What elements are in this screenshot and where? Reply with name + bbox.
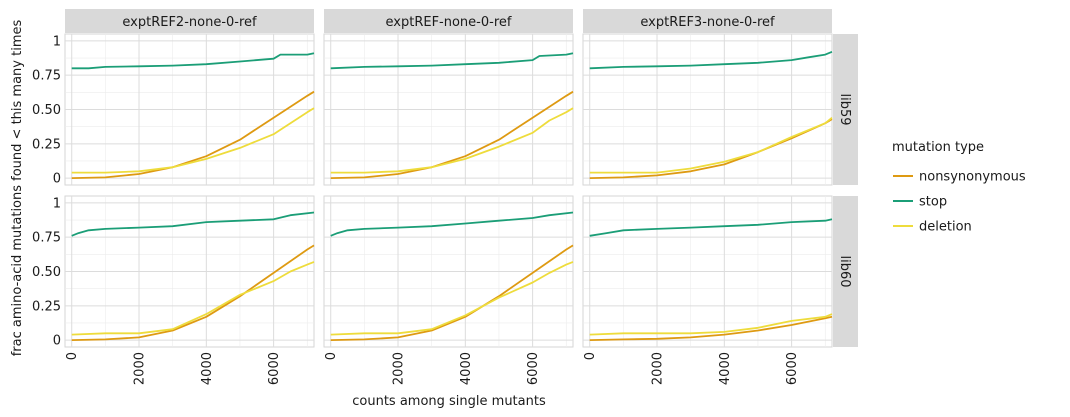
column-strip	[324, 9, 573, 33]
y-tick-label: 1	[53, 34, 61, 49]
facet-panel	[582, 33, 833, 186]
row-strip-label: lib60	[837, 255, 852, 287]
row-strip	[833, 196, 858, 347]
row-strip	[833, 34, 858, 185]
y-tick-label: 0.50	[32, 265, 61, 280]
y-tick-label: 0.75	[32, 69, 61, 84]
y-tick-label: 0	[53, 172, 61, 187]
series-line-stop	[330, 52, 574, 70]
legend-label-nonsynonymous: nonsynonymous	[919, 170, 1026, 185]
series-line-deletion	[71, 261, 315, 336]
row-strip-label: lib59	[837, 93, 852, 125]
series-line-stop	[71, 211, 315, 237]
series-line-stop	[330, 211, 574, 237]
x-tick-label: 4000	[200, 352, 215, 385]
x-tick-label: 4000	[459, 352, 474, 385]
y-tick-label: 0	[53, 334, 61, 349]
column-strip-label: exptREF3-none-0-ref	[640, 15, 775, 30]
y-tick-label: 0.25	[32, 299, 61, 314]
series-line-nonsynonymous	[589, 315, 833, 341]
series-line-deletion	[71, 107, 315, 174]
legend-label-deletion: deletion	[919, 220, 972, 235]
series-line-nonsynonymous	[71, 90, 315, 179]
y-tick-label: 0.25	[32, 137, 61, 152]
facet-panel	[64, 195, 315, 348]
legend-items: nonsynonymous stop deletion	[893, 170, 1026, 235]
legend-label-stop: stop	[919, 195, 947, 210]
x-tick-label: 6000	[267, 352, 282, 385]
x-tick-label: 0	[65, 352, 80, 360]
series-line-nonsynonymous	[71, 244, 315, 341]
x-tick-label: 4000	[718, 352, 733, 385]
facet-panel	[323, 195, 574, 348]
x-tick-label: 6000	[526, 352, 541, 385]
x-tick-label: 0	[583, 352, 598, 360]
facet-panel	[64, 33, 315, 186]
series-line-deletion	[330, 107, 574, 174]
series-line-stop	[71, 52, 315, 70]
x-axis-title: counts among single mutants	[352, 394, 546, 409]
series-line-deletion	[330, 261, 574, 336]
series-line-nonsynonymous	[330, 90, 574, 179]
column-strip-label: exptREF2-none-0-ref	[122, 15, 257, 30]
series-line-stop	[589, 218, 833, 237]
facet-panel	[323, 33, 574, 186]
column-strip-label: exptREF-none-0-ref	[386, 15, 512, 30]
panels-layer: exptREF2-none-0-ref exptREF-none-0-ref exp…	[32, 9, 858, 385]
facet-panel	[582, 195, 833, 348]
x-tick-label: 0	[324, 352, 339, 360]
column-strip	[65, 9, 314, 33]
x-tick-label: 2000	[651, 352, 666, 385]
y-tick-label: 1	[53, 196, 61, 211]
series-line-stop	[589, 50, 833, 70]
column-strip	[583, 9, 832, 33]
legend-title: mutation type	[892, 140, 984, 155]
legend: mutation type nonsynonymous stop deletion	[892, 140, 1026, 235]
series-line-deletion	[589, 117, 833, 174]
y-tick-label: 0.50	[32, 103, 61, 118]
series-line-deletion	[589, 313, 833, 336]
x-tick-label: 2000	[133, 352, 148, 385]
x-tick-label: 2000	[392, 352, 407, 385]
series-line-nonsynonymous	[330, 244, 574, 341]
y-tick-label: 0.75	[32, 231, 61, 246]
y-axis-title: frac amino-acid mutations found < this m…	[10, 20, 25, 357]
x-tick-label: 6000	[785, 352, 800, 385]
